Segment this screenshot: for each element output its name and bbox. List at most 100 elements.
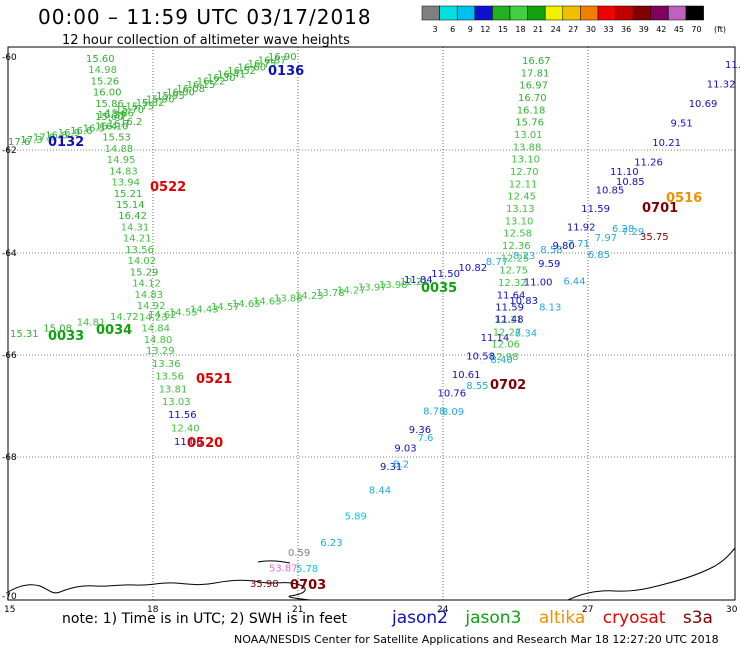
swh-value: 11.92 — [567, 222, 596, 233]
colorbar-label: 3 — [433, 25, 438, 34]
pass-label: 0035 — [421, 281, 457, 296]
colorbar-label: 45 — [674, 25, 684, 34]
axis-labels: -60 -62 -64 -66 -68 -70 15 18 21 24 27 3… — [2, 53, 738, 615]
pass-label: 0702 — [490, 378, 526, 393]
lat-label: -64 — [2, 249, 17, 259]
swh-value: 14.62 — [148, 310, 177, 321]
swh-value: 15.66 — [105, 109, 134, 120]
swh-value: 11.00 — [524, 278, 553, 289]
swh-value: 6.23 — [320, 538, 342, 549]
swh-value: 15.29 — [130, 267, 159, 278]
pass-label: 0132 — [48, 135, 84, 150]
swh-value: 16.41 — [217, 70, 246, 81]
legend-jason3: jason3 — [465, 608, 522, 628]
swh-value: 16.08 — [176, 84, 205, 95]
colorbar-swatch — [685, 5, 704, 21]
swh-value: 16.60 — [238, 63, 267, 74]
colorbar-label: 27 — [568, 25, 578, 34]
swh-value: 15.31 — [10, 329, 39, 340]
swh-value: 13.88 — [513, 142, 542, 153]
swh-value: 7.6 — [418, 433, 434, 444]
swh-value: 15.08 — [43, 323, 72, 334]
swh-value: 8.23 — [513, 251, 535, 262]
colorbar-swatch — [615, 5, 634, 21]
legend-s3a: s3a — [682, 608, 713, 628]
swh-value: 16.9 — [58, 128, 80, 139]
legend-altika: altika — [538, 608, 586, 628]
swh-value: 13.81 — [159, 384, 188, 395]
pass-label: 0521 — [196, 372, 232, 387]
swh-value: 10.85 — [616, 177, 645, 188]
swh-value: 7.97 — [595, 233, 617, 244]
colorbar-label: 24 — [551, 25, 561, 34]
lon-label: 27 — [582, 605, 593, 615]
swh-value: 35.98 — [250, 579, 279, 590]
swh-value: 10.58 — [466, 351, 495, 362]
swh-value: 10.83 — [509, 296, 538, 307]
swh-value: 16.7 — [108, 119, 130, 130]
pass-label: 0701 — [642, 201, 678, 216]
swh-value: 13.01 — [514, 130, 543, 141]
swh-value: 13.29 — [146, 346, 175, 357]
swh-value: 6.28 — [612, 224, 634, 235]
satellite-legend: jason2 jason3 altika cryosat s3a — [392, 608, 725, 628]
swh-value: 12.32 — [498, 278, 527, 289]
swh-value: 13.36 — [152, 359, 181, 370]
pass-label: 0034 — [96, 323, 132, 338]
swh-value: 16.10 — [100, 121, 129, 132]
map-title: 00:00 – 11:59 UTC 03/17/2018 — [38, 5, 372, 29]
swh-value: 14.92 — [137, 301, 166, 312]
swh-value: 14.72 — [110, 312, 139, 323]
pass-label: 0520 — [187, 436, 223, 451]
colorbar-swatch — [580, 5, 599, 21]
swh-value: 11.59 — [495, 303, 524, 314]
swh-value: 12.58 — [503, 229, 532, 240]
swh-value: 35.75 — [640, 232, 669, 243]
swh-value: 15.60 — [86, 54, 115, 65]
swh-value: 12.25 — [501, 253, 530, 264]
swh-value: 14.02 — [128, 256, 157, 267]
colorbar-label: 9 — [468, 25, 473, 34]
swh-value: 15.21 — [114, 189, 143, 200]
swh-value: 10.61 — [452, 370, 481, 381]
colorbar-swatch — [527, 5, 546, 21]
lon-label: 15 — [4, 605, 15, 615]
swh-value: 16.2 — [120, 117, 142, 128]
swh-value: 11.14 — [481, 333, 510, 344]
swh-value: 16.87 — [258, 56, 287, 67]
swh-value: 16.30 — [207, 73, 236, 84]
swh-value: 8.34 — [515, 329, 537, 340]
colorbar-swatch — [668, 5, 687, 21]
swh-value: 11.10 — [610, 167, 639, 178]
colorbar-swatch — [562, 5, 581, 21]
pass-label: 0522 — [150, 180, 186, 195]
swh-value: 11.64 — [497, 290, 526, 301]
swh-value: 11.56 — [168, 410, 197, 421]
swh-value: 16.42 — [118, 211, 147, 222]
colorbar-swatch — [492, 5, 511, 21]
swh-value: 16.8 — [45, 130, 67, 141]
swh-value: 14.83 — [135, 290, 164, 301]
colorbar-label: 36 — [621, 25, 631, 34]
swh-value: 12.75 — [499, 266, 528, 277]
colorbar-label: 18 — [515, 25, 525, 34]
swh-value: 15.53 — [102, 133, 131, 144]
swh-value: 12.11 — [509, 179, 538, 190]
pass-label: 0516 — [666, 191, 702, 206]
swh-value: 16.6 — [70, 126, 92, 137]
pass-label: 0033 — [48, 329, 84, 344]
swh-value: 15.26 — [91, 77, 120, 88]
swh-value: 5.89 — [345, 512, 367, 523]
swh-value: 15.70 — [115, 105, 144, 116]
swh-value: 14.81 — [77, 318, 106, 329]
credit-line: NOAA/NESDIS Center for Satellite Applica… — [234, 633, 719, 646]
swh-value: 13.10 — [505, 216, 534, 227]
swh-value: 15.86 — [95, 99, 124, 110]
swh-value: 15.76 — [515, 118, 544, 129]
swh-value: 17.6 — [8, 137, 30, 148]
swh-value: 13.97 — [358, 283, 387, 294]
altimeter-tracks: 17.617.317.016.816.916.616.516.416.716.2… — [8, 52, 740, 590]
swh-value: 14.88 — [105, 144, 134, 155]
swh-value: 14.43 — [190, 305, 219, 316]
swh-value: 53.87 — [269, 564, 298, 575]
